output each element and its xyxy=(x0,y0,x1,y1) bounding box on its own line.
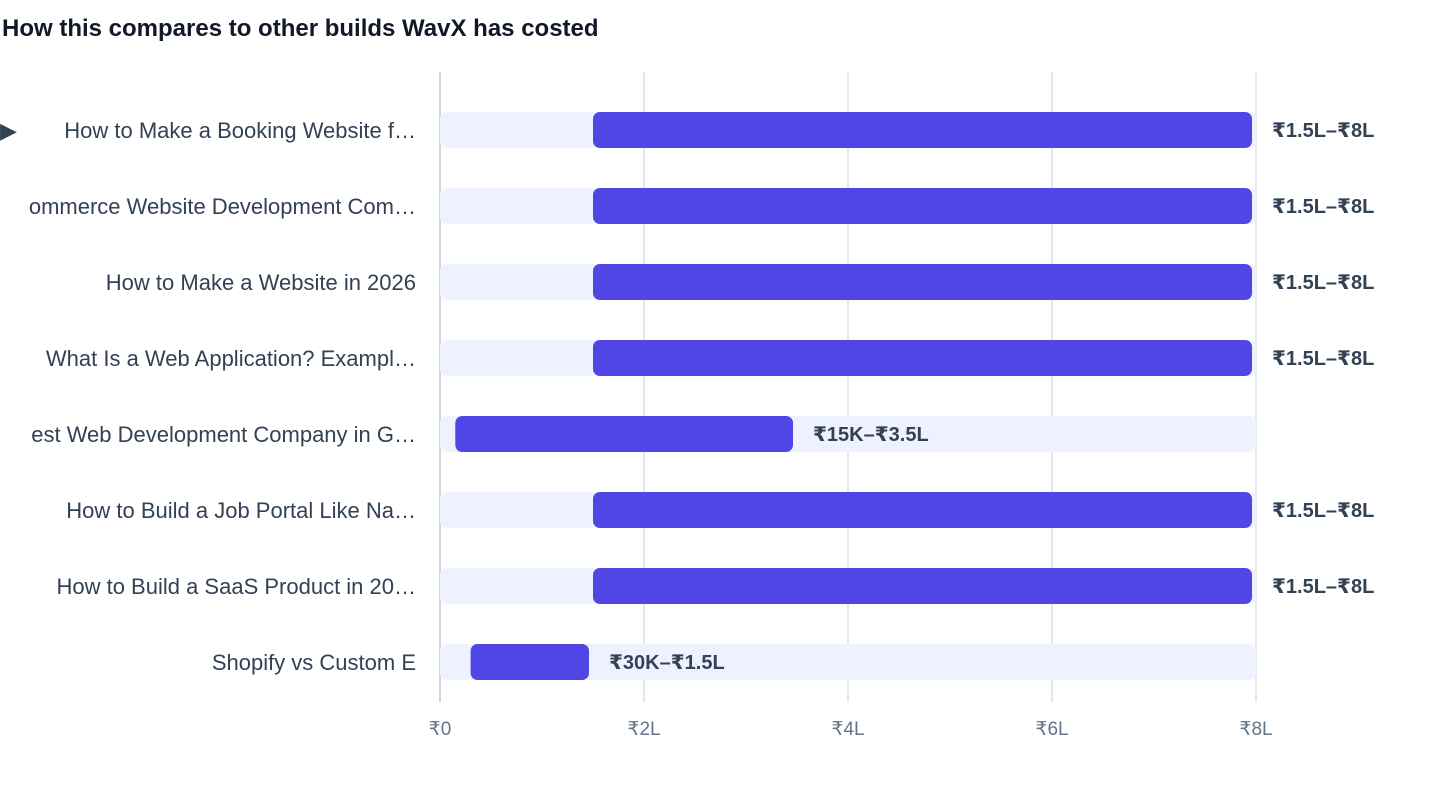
range-bar xyxy=(593,188,1252,224)
category-label: How to Make a Booking Website f… xyxy=(64,118,416,143)
chart-title: How this compares to other builds WavX h… xyxy=(2,15,599,42)
bar-value-label: ₹30K–₹1.5L xyxy=(609,652,725,674)
bar-value-label: ₹1.5L–₹8L xyxy=(1272,120,1374,142)
bar-track xyxy=(440,644,1256,680)
category-label: How to Make a Website in 2026 xyxy=(106,270,416,295)
category-label: ommerce Website Development Com… xyxy=(29,194,416,219)
bar-value-label: ₹1.5L–₹8L xyxy=(1272,272,1374,294)
bar-value-label: ₹15K–₹3.5L xyxy=(813,424,929,446)
range-bar xyxy=(593,492,1252,528)
bar-value-label: ₹1.5L–₹8L xyxy=(1272,348,1374,370)
bar-value-label: ₹1.5L–₹8L xyxy=(1272,500,1374,522)
range-bar xyxy=(593,264,1252,300)
category-label: How to Build a SaaS Product in 20… xyxy=(56,574,416,599)
grid-lines xyxy=(439,72,1257,702)
range-bar xyxy=(593,340,1252,376)
category-label: How to Build a Job Portal Like Na… xyxy=(66,498,416,523)
range-bar xyxy=(593,112,1252,148)
value-labels: ₹1.5L–₹8L ₹1.5L–₹8L ₹1.5L–₹8L ₹1.5L–₹8L ₹15K… xyxy=(609,120,1374,674)
category-labels: How to Make a Booking Website f… ▶ ommerce… xyxy=(0,118,416,675)
current-build-marker-icon: ▶ xyxy=(0,119,17,144)
category-label: est Web Development Company in G… xyxy=(31,422,416,447)
x-tick-label: ₹8L xyxy=(1239,719,1272,740)
range-bars xyxy=(455,112,1252,680)
x-tick-label: ₹0 xyxy=(429,719,452,740)
range-bar xyxy=(455,416,793,452)
bar-value-label: ₹1.5L–₹8L xyxy=(1272,576,1374,598)
range-bar xyxy=(470,644,589,680)
x-tick-label: ₹2L xyxy=(627,719,660,740)
x-axis-ticks: ₹0 ₹2L ₹4L ₹6L ₹8L xyxy=(429,719,1273,740)
bar-value-label: ₹1.5L–₹8L xyxy=(1272,196,1374,218)
category-label: Shopify vs Custom E xyxy=(212,650,416,675)
x-tick-label: ₹6L xyxy=(1035,719,1068,740)
x-tick-label: ₹4L xyxy=(831,719,864,740)
range-bar xyxy=(593,568,1252,604)
category-label: What Is a Web Application? Exampl… xyxy=(46,346,416,371)
